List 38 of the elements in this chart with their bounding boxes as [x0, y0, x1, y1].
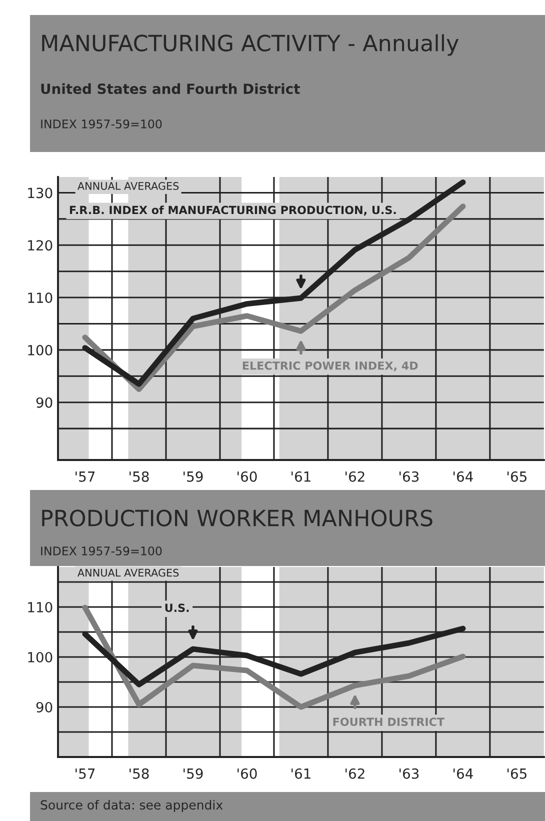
- x-tick-label: '65: [508, 471, 526, 482]
- x-tick-label: '60: [238, 768, 257, 779]
- x-tick-label: '62: [346, 768, 364, 779]
- annotation: ANNUAL AVERAGES: [78, 568, 179, 577]
- chart-subtitle: United States and Fourth District: [41, 83, 300, 94]
- y-tick-label: 120: [28, 240, 52, 251]
- legend-label: FOURTH DISTRICT: [333, 718, 444, 726]
- y-tick-label: 110: [28, 602, 52, 612]
- annotation: ANNUAL AVERAGES: [78, 182, 179, 190]
- y-tick-label: 130: [28, 188, 52, 198]
- y-tick-label: 90: [36, 397, 52, 408]
- x-tick-label: '57: [76, 768, 95, 779]
- x-tick-label: '64: [454, 471, 473, 482]
- x-tick-label: '59: [184, 471, 203, 482]
- y-axis-title: INDEX 1957-59=100: [41, 119, 162, 128]
- x-tick-label: '57: [76, 472, 95, 482]
- x-tick-label: '61: [292, 471, 310, 482]
- source-note: Source of data: see appendix: [40, 800, 223, 812]
- x-tick-label: '58: [130, 768, 149, 779]
- x-tick-label: '63: [400, 768, 419, 779]
- y-tick-label: 100: [28, 652, 52, 662]
- x-tick-label: '63: [400, 471, 419, 482]
- x-tick-label: '60: [238, 471, 257, 482]
- x-tick-label: '62: [346, 471, 364, 482]
- text: U.S.: [165, 604, 189, 612]
- series-label: F.R.B. INDEX of MANUFACTURING PRODUCTION, U.S.: [70, 206, 396, 216]
- x-tick-label: '59: [184, 768, 203, 779]
- chart-title: PRODUCTION WORKER MANHOURS: [42, 510, 432, 526]
- y-tick-label: 100: [28, 344, 52, 356]
- chart-title: MANUFACTURING ACTIVITY - Annually: [42, 34, 459, 56]
- x-tick-label: '64: [454, 768, 473, 779]
- x-tick-label: '65: [508, 768, 526, 779]
- legend-label: ELECTRIC POWER INDEX, 4D: [242, 361, 418, 372]
- y-axis-title: INDEX 1957-59=100: [41, 546, 162, 556]
- x-tick-label: '61: [292, 768, 310, 779]
- y-tick-label: 90: [36, 702, 52, 712]
- y-tick-label: 110: [28, 292, 52, 304]
- x-tick-label: '58: [130, 471, 149, 482]
